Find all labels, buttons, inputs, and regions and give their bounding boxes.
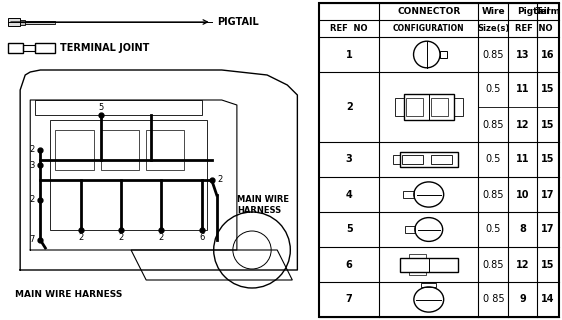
Text: PIGTAIL: PIGTAIL: [217, 17, 259, 27]
Text: REF  NO: REF NO: [330, 24, 368, 33]
Bar: [23, 45, 35, 51]
Text: Size(s): Size(s): [477, 24, 510, 33]
Bar: [8, 43, 23, 53]
Bar: [404, 191, 414, 198]
Bar: [409, 254, 426, 258]
Bar: [431, 155, 452, 164]
Text: 0 85: 0 85: [483, 294, 504, 305]
Bar: [51, 120, 207, 230]
Text: MAIN WIRE
HARNESS: MAIN WIRE HARNESS: [237, 195, 289, 215]
Text: Term: Term: [536, 7, 560, 16]
Text: 0.85: 0.85: [483, 189, 504, 199]
Text: 0.5: 0.5: [486, 225, 501, 235]
Bar: [8, 18, 20, 26]
Text: 4: 4: [346, 189, 352, 199]
Text: 15: 15: [541, 260, 555, 269]
Text: 5: 5: [98, 102, 103, 111]
Text: 12: 12: [516, 119, 529, 130]
Text: CONNECTOR: CONNECTOR: [397, 7, 460, 16]
Text: 2: 2: [346, 102, 352, 112]
Text: 13: 13: [516, 50, 529, 60]
Bar: [56, 130, 94, 170]
Text: 8: 8: [519, 225, 526, 235]
Text: REF  NO: REF NO: [515, 24, 552, 33]
Bar: [146, 130, 184, 170]
Bar: [409, 271, 426, 275]
Text: 0.5: 0.5: [486, 155, 501, 164]
Text: 2: 2: [78, 234, 83, 243]
Bar: [405, 226, 415, 233]
Text: 2: 2: [158, 234, 164, 243]
Bar: [35, 43, 56, 53]
Text: 2: 2: [119, 234, 124, 243]
Bar: [393, 155, 400, 164]
Text: 15: 15: [541, 84, 555, 94]
Text: 0.85: 0.85: [483, 119, 504, 130]
Text: 14: 14: [541, 294, 555, 305]
Text: 16: 16: [541, 50, 555, 60]
Text: 3: 3: [30, 161, 35, 170]
Text: 17: 17: [541, 189, 555, 199]
Text: CONFIGURATION: CONFIGURATION: [393, 24, 465, 33]
Text: 15: 15: [541, 119, 555, 130]
Bar: [440, 51, 447, 59]
Text: Pigtail: Pigtail: [517, 7, 550, 16]
Text: 3: 3: [346, 155, 352, 164]
Text: 7: 7: [346, 294, 352, 305]
Text: Wire: Wire: [482, 7, 505, 16]
Bar: [20, 20, 25, 25]
Bar: [402, 155, 423, 164]
Text: 17: 17: [541, 225, 555, 235]
Text: 10: 10: [516, 189, 529, 199]
Text: 6: 6: [199, 234, 205, 243]
Bar: [404, 94, 454, 120]
Text: 2: 2: [30, 146, 35, 155]
Bar: [400, 258, 457, 271]
Bar: [454, 98, 463, 116]
Bar: [400, 152, 457, 167]
Bar: [406, 98, 423, 116]
Bar: [101, 130, 139, 170]
Text: 15: 15: [541, 155, 555, 164]
Text: 2: 2: [217, 175, 223, 185]
Text: 6: 6: [346, 260, 352, 269]
Bar: [422, 283, 436, 287]
Text: TERMINAL JOINT: TERMINAL JOINT: [61, 43, 150, 53]
Text: 9: 9: [519, 294, 526, 305]
Text: 2: 2: [30, 196, 35, 204]
Text: 11: 11: [516, 155, 529, 164]
Text: 1: 1: [346, 50, 352, 60]
Text: 7: 7: [30, 236, 35, 244]
Text: 0.85: 0.85: [483, 50, 504, 60]
Bar: [430, 98, 448, 116]
Text: 12: 12: [516, 260, 529, 269]
Text: MAIN WIRE HARNESS: MAIN WIRE HARNESS: [15, 290, 123, 299]
Text: 0.85: 0.85: [483, 260, 504, 269]
Bar: [35, 100, 202, 115]
Bar: [395, 98, 404, 116]
Bar: [25, 20, 56, 23]
Text: 11: 11: [516, 84, 529, 94]
Text: 0.5: 0.5: [486, 84, 501, 94]
Text: 5: 5: [346, 225, 352, 235]
